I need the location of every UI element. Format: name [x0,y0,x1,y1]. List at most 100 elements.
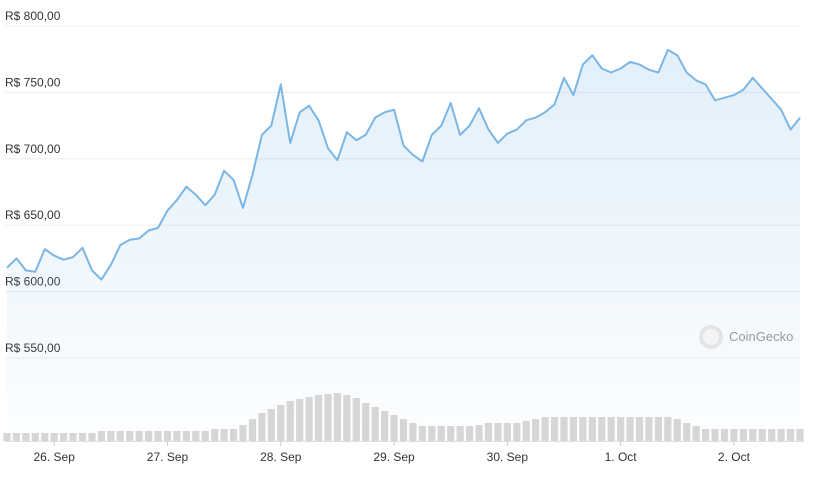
volume-bar [475,425,483,441]
watermark-text: CoinGecko [729,329,793,344]
volume-bar [626,417,634,441]
volume-bar [154,431,162,441]
volume-bar [163,431,172,441]
y-tick-label: R$ 800,00 [5,9,61,23]
volume-bar [50,433,58,441]
volume-bar [324,394,332,441]
volume-bar [248,419,257,441]
volume-bar [107,431,115,441]
volume-bar [484,423,493,441]
volume-bar [749,429,757,441]
x-tick-label: 27. Sep [147,450,189,464]
volume-bar [796,429,804,441]
volume-bar [513,423,521,441]
volume-bar [211,429,219,441]
volume-bar [229,429,238,441]
volume-bar [692,426,700,441]
volume-bar [730,429,738,441]
volume-bar [3,433,11,441]
volume-bar [352,398,360,441]
volume-bar [588,417,596,441]
volume-bar [447,426,455,441]
volume-bar [333,393,342,441]
price-area [7,49,800,442]
volume-bar [41,433,49,441]
volume-bar [381,411,389,441]
volume-bar [720,429,729,441]
volume-bar [456,426,464,441]
volume-bar [126,431,134,441]
volume-bar [711,429,719,441]
x-tick-label: 26. Sep [34,450,76,464]
volume-bar [673,419,681,441]
volume-bar [201,431,209,441]
price-line [6,48,801,281]
volume-bar [598,417,606,441]
x-tick-label: 1. Oct [605,450,638,464]
volume-bar [31,433,39,441]
volume-bar [277,405,285,441]
volume-bar [569,417,578,441]
volume-bar [664,417,672,441]
volume-bar [654,417,662,441]
volume-bar [220,429,228,441]
volume-bar [88,433,96,441]
volume-bar [437,426,445,441]
volume-bar [786,429,795,441]
volume-bar [305,397,313,441]
volume-bar [22,433,30,441]
volume-bar [579,417,587,441]
volume-bar [371,407,379,441]
volume-bar [522,421,530,441]
volume-bar [116,431,124,441]
volume-bar [97,431,105,441]
volume-bar [617,417,625,441]
y-tick-label: R$ 700,00 [5,142,61,156]
volume-bar [69,433,77,441]
volume-bar [560,417,568,441]
volume-bar [607,417,615,441]
volume-bar [286,401,294,441]
volume-bar [428,426,436,441]
volume-bar [532,419,540,441]
volume-bar [409,423,417,441]
volume-bar [550,417,559,441]
watermark: CoinGecko [699,325,793,349]
volume-bar [683,423,691,441]
watermark-icon-inner [703,329,719,345]
volume-bar [145,431,153,441]
volume-bar [60,433,68,441]
volume-bar [343,395,351,441]
volume-bar [635,417,644,441]
volume-bar [362,403,370,441]
volume-bar [173,431,181,441]
volume-bar [192,431,200,441]
volume-bar [768,429,776,441]
volume-bar [758,429,766,441]
volume-bar [418,426,426,441]
y-tick-label: R$ 750,00 [5,75,61,89]
x-tick-label: 29. Sep [373,450,415,464]
volume-bar [494,423,502,441]
x-tick-label: 30. Sep [487,450,529,464]
volume-bar [239,425,247,441]
volume-bar [503,423,511,441]
volume-bar [465,426,474,441]
volume-bar [645,417,653,441]
y-tick-label: R$ 650,00 [5,208,61,222]
x-tick-label: 28. Sep [260,450,302,464]
volume-bar [314,395,323,441]
volume-bar [399,419,408,441]
volume-bar [258,413,266,441]
volume-bar [702,429,710,441]
volume-bar [541,417,549,441]
volume-bar [135,431,143,441]
volume-bar [390,415,398,441]
volume-bar [12,433,21,441]
volume-bar [739,429,747,441]
volume-bar [296,399,304,441]
volume-bar [777,429,785,441]
volume-bar [267,409,275,441]
volume-bar [78,433,87,441]
